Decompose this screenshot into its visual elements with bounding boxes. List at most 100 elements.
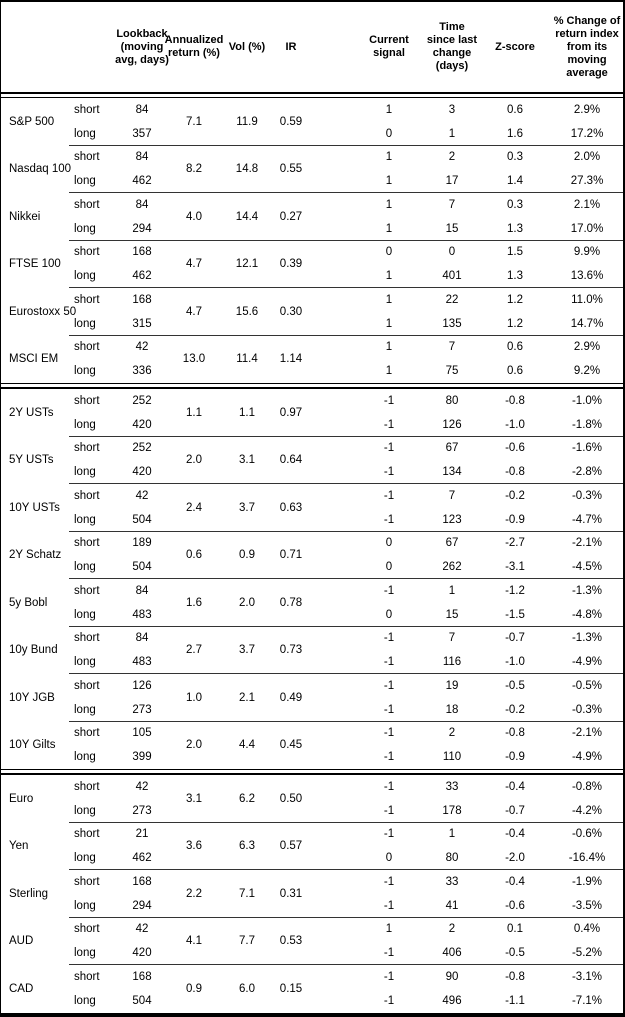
pct-change-value: 13.6% [570,270,604,283]
zscore-value: 0.3 [507,198,523,211]
vol-value: 6.2 [239,792,255,805]
zscore-value: -0.6 [505,899,525,912]
leg-label-short: short [74,875,100,888]
signal-value: -1 [383,828,395,841]
leg-label-short: short [74,923,100,936]
asset-name: 2Y Schatz [9,549,62,562]
ir-value: 0.55 [279,163,303,176]
time-since-change-value: 41 [445,899,459,912]
annualized-return-value: 2.0 [186,739,202,752]
zscore-value: -0.4 [505,828,525,841]
leg-label-long: long [74,703,96,716]
time-since-change-value: 2 [448,727,456,740]
lookback-value: 294 [132,899,152,912]
lookback-value: 42 [135,489,149,502]
leg-label-short: short [74,970,100,983]
vol-value: 2.0 [239,596,255,609]
signal-value: 1 [385,341,393,354]
lookback-value: 357 [132,127,152,140]
signal-value: -1 [383,632,395,645]
pct-change-value: -1.8% [571,418,603,431]
signal-value: -1 [383,513,395,526]
annualized-return-value: 4.1 [186,935,202,948]
pct-change-value: 2.9% [573,341,601,354]
asset-group-nikkei: Nikkei short 84 1 7 0.3 2.1% long 294 1 15 1.3 17.0%… [1,193,623,241]
annualized-return-value: 2.7 [186,644,202,657]
zscore-value: -1.5 [505,608,525,621]
signal-value: -1 [383,751,395,764]
time-since-change-value: 135 [442,317,462,330]
zscore-value: -0.6 [505,442,525,455]
time-since-change-value: 67 [445,442,459,455]
lookback-value: 126 [132,679,152,692]
lookback-value: 294 [132,222,152,235]
leg-label-long: long [74,270,96,283]
signal-value: 0 [385,561,393,574]
lookback-value: 462 [132,175,152,188]
lookback-value: 420 [132,418,152,431]
leg-label-short: short [74,293,100,306]
pct-change-value: 2.1% [573,198,601,211]
pct-change-value: -1.6% [571,442,603,455]
asset-name: CAD [9,982,34,995]
time-since-change-value: 262 [442,561,462,574]
leg-label-short: short [74,632,100,645]
pct-change-value: -3.5% [571,899,603,912]
pct-change-value: -4.8% [571,608,603,621]
ir-value: 0.27 [279,210,303,223]
zscore-value: -0.9 [505,751,525,764]
pct-change-value: -0.3% [571,489,603,502]
signal-value: 1 [385,222,393,235]
lookback-value: 168 [132,246,152,259]
asset-group-10y-bund: 10y Bund short 84 -1 7 -0.7 -1.3% long 483 -1 116 -… [1,627,623,675]
leg-label-long: long [74,175,96,188]
ir-value: 0.31 [279,887,303,900]
zscore-value: -1.0 [505,418,525,431]
leg-label-short: short [74,679,100,692]
asset-group-yen: Yen short 21 -1 1 -0.4 -0.6% long 462 0 80 -2.0 -16.… [1,823,623,871]
lookback-value: 84 [135,584,149,597]
signal-value: 0 [385,246,393,259]
annualized-return-value: 2.4 [186,501,202,514]
lookback-value: 42 [135,341,149,354]
signal-value: -1 [383,466,395,479]
leg-label-short: short [74,780,100,793]
ir-value: 0.63 [279,501,303,514]
pct-change-value: -4.2% [571,804,603,817]
lookback-value: 21 [135,828,149,841]
leg-label-short: short [74,584,100,597]
asset-group-sterling: Sterling short 168 -1 33 -0.4 -1.9% long 294 -1 41… [1,870,623,918]
asset-name: Eurostoxx 50 [9,305,77,318]
pct-change-value: -1.0% [571,394,603,407]
vol-value: 14.4 [235,210,259,223]
signal-value: -1 [383,489,395,502]
leg-label-long: long [74,947,96,960]
annualized-return-value: 13.0 [182,353,206,366]
zscore-value: -0.9 [505,513,525,526]
lookback-value: 168 [132,875,152,888]
lookback-value: 504 [132,513,152,526]
asset-group-cad: CAD short 168 -1 90 -0.8 -3.1% long 504 -1 496 -1.1… [1,965,623,1013]
zscore-value: -0.7 [505,804,525,817]
zscore-value: -0.2 [505,703,525,716]
asset-name: 5Y USTs [9,454,54,467]
pct-change-value: -1.3% [571,584,603,597]
zscore-value: 0.6 [507,103,523,116]
ir-value: 0.64 [279,454,303,467]
leg-label-short: short [74,489,100,502]
ir-value: 0.50 [279,792,303,805]
lookback-value: 273 [132,703,152,716]
lookback-value: 84 [135,198,149,211]
col-header-pct-change: % Change of return index from its moving… [553,14,621,79]
ir-value: 0.53 [279,935,303,948]
leg-label-long: long [74,852,96,865]
lookback-value: 273 [132,804,152,817]
vol-value: 3.7 [239,501,255,514]
lookback-value: 504 [132,561,152,574]
zscore-value: -0.4 [505,780,525,793]
section-divider [1,769,623,775]
leg-label-short: short [74,103,100,116]
ir-value: 0.45 [279,739,303,752]
asset-name: S&P 500 [9,115,55,128]
